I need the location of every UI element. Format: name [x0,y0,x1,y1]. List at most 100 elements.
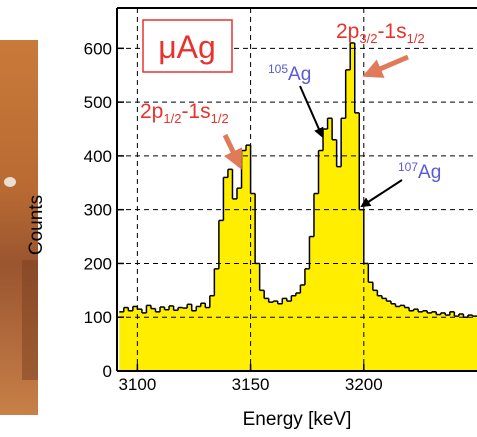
axes [116,7,477,372]
bar [137,309,143,371]
annotation: 2p1/2-1s1/2 [140,100,229,126]
bar [295,293,301,371]
bar [386,301,392,371]
y-tick-label: 0 [103,362,112,381]
x-tick-label: 3100 [118,375,156,394]
annotation-part: Ag [418,162,441,183]
y-tick-label: 500 [84,93,112,112]
bar [223,177,229,371]
bar [390,303,396,371]
annotation: μAg [158,29,216,65]
bar [404,307,410,371]
annotation-part: -1s [377,20,406,43]
bar [205,307,211,371]
bar [182,308,188,371]
bar [132,306,138,371]
x-tick-label: 3200 [345,375,383,394]
bar [264,298,269,371]
bar [150,308,156,371]
annotation-part: -1s [181,100,210,123]
bar [395,306,401,371]
bar [291,295,297,371]
bar [327,118,333,371]
y-tick-label: 100 [84,308,112,327]
bar [332,139,337,371]
bar [418,311,423,371]
bar [422,310,428,371]
bar [436,314,442,371]
annotation-part: μAg [158,29,216,65]
bar [472,316,477,371]
annotation-part: 107 [398,160,418,174]
bar [218,220,224,371]
bar [323,129,328,371]
bar [413,309,419,371]
bar [128,310,134,371]
bar [427,312,433,371]
annotation: 107Ag [398,160,441,183]
bar [250,193,256,371]
bar [169,305,174,371]
plot-area [117,8,477,371]
bar [141,312,147,371]
bar [409,310,414,371]
y-tick-label: 200 [84,254,112,273]
annotations: μAg 2p3/2-1s1/2 105Ag 2p1/2-1s1/2 107Ag [140,19,441,208]
bar [268,302,274,371]
photo-strip [0,40,38,415]
bar [200,303,206,371]
bar [318,150,324,371]
bar [341,118,346,371]
annotation-part: 3/2 [359,31,377,46]
annotation-part: 105 [268,62,288,76]
bar [467,315,473,371]
bar [449,311,455,371]
bar [282,298,288,371]
bar [377,295,383,371]
bar [209,295,215,371]
bar [445,315,451,371]
bar [363,263,369,371]
bar [458,313,464,371]
bar [440,312,446,371]
bar [372,290,378,371]
bar [300,284,306,371]
y-axis-label: Counts [26,195,47,255]
bar [309,236,315,371]
bar [241,150,247,371]
annotation-part: 1/2 [163,111,181,126]
bar [336,166,342,371]
bar [304,268,310,371]
bar [381,298,387,371]
bar [123,307,129,371]
bar [214,268,220,371]
bar [155,311,161,371]
bar [359,209,365,371]
x-tick-label: 3150 [232,375,270,394]
y-tick-label: 300 [84,201,112,220]
annotation-part: 1/2 [407,31,425,46]
bar [246,145,251,371]
y-tick-label: 400 [84,147,112,166]
bar [160,307,165,371]
bar [173,310,179,371]
annotation-part: 2p [336,20,359,43]
bar [286,301,292,371]
x-axis-label: Energy [keV] [243,409,352,430]
bar [454,316,460,371]
bar [237,188,242,371]
bar [146,305,152,371]
bar [178,307,183,371]
bar [273,301,279,371]
annotation: 105Ag [268,62,311,85]
annotation-part: 2p [140,100,163,123]
bar [354,112,360,371]
annotation-part: 1/2 [211,111,229,126]
bar [255,263,260,371]
bar [368,282,374,371]
annotation: 2p3/2-1s1/2 [336,20,425,46]
bar [400,305,405,371]
bar [345,69,351,371]
bar [164,309,170,371]
